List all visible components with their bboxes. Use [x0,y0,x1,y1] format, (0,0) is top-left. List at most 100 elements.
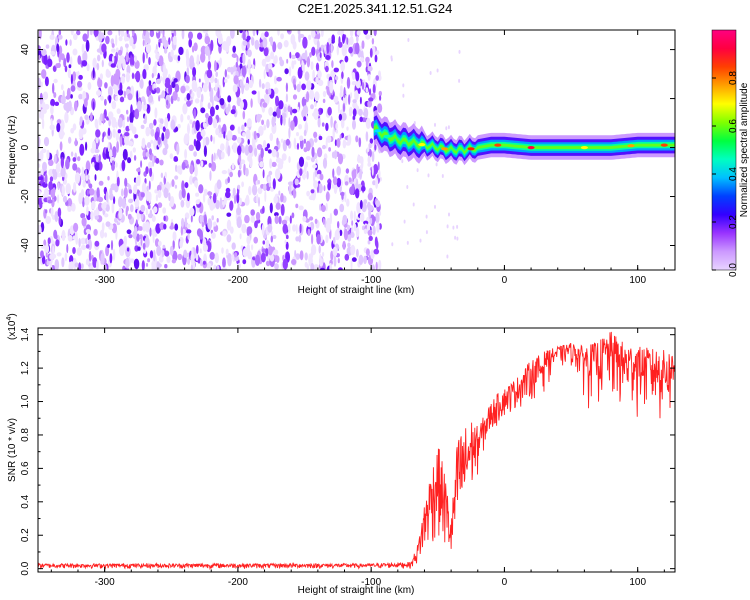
noise-speckle [193,108,197,119]
noise-speckle [269,186,275,192]
colorbar-label: Normalized spectral amplitude [739,82,750,217]
noise-speckle [229,226,234,234]
noise-speckle [151,215,156,222]
noise-speckle [237,169,241,178]
noise-speckle [42,161,47,172]
noise-speckle [55,162,61,174]
noise-speckle [86,206,89,216]
noise-speckle [53,78,58,84]
noise-speckle [54,259,60,270]
noise-speckle [81,217,87,227]
noise-speckle [294,178,299,186]
noise-speckle [407,38,410,42]
noise-speckle [153,119,157,126]
noise-speckle [215,199,220,210]
noise-speckle [148,193,152,204]
noise-speckle [325,191,330,202]
noise-speckle [331,60,334,69]
noise-speckle [77,80,83,88]
noise-speckle [164,143,169,150]
noise-speckle [321,122,325,127]
noise-speckle [282,223,288,234]
noise-speckle [337,30,342,36]
noise-speckle [115,95,119,102]
noise-speckle [148,94,154,103]
noise-speckle [148,180,151,190]
noise-speckle [363,228,368,235]
noise-speckle [153,249,156,262]
noise-speckle [85,175,89,182]
noise-speckle [94,240,100,247]
noise-speckle [169,201,173,207]
noise-speckle [278,190,281,196]
noise-speckle [159,118,164,125]
noise-speckle [285,234,289,240]
noise-speckle [366,147,370,153]
noise-speckle [86,63,90,72]
noise-speckle [119,135,123,148]
noise-speckle [256,114,263,119]
noise-speckle [113,196,116,205]
noise-speckle [198,184,204,194]
noise-speckle [56,119,62,125]
noise-speckle [153,206,158,214]
noise-speckle [165,128,170,140]
noise-speckle [110,63,117,68]
noise-speckle [202,244,208,252]
noise-speckle [61,84,64,91]
noise-speckle [196,54,200,66]
noise-speckle [325,122,329,132]
noise-speckle [91,161,95,167]
noise-speckle [261,223,265,236]
noise-speckle [96,187,100,198]
noise-speckle [90,210,94,221]
noise-speckle [61,229,66,242]
noise-speckle [49,176,54,182]
noise-speckle [266,119,270,129]
noise-speckle [348,177,352,183]
noise-speckle [406,185,409,189]
noise-speckle [148,84,153,92]
noise-speckle [74,172,81,185]
noise-speckle [448,212,450,217]
noise-speckle [58,53,61,63]
noise-speckle [158,123,163,130]
noise-speckle [136,208,141,221]
noise-speckle [342,33,345,44]
noise-speckle [189,55,194,67]
noise-speckle [188,31,193,40]
noise-speckle [264,146,269,152]
noise-speckle [111,43,115,48]
noise-speckle [342,141,346,148]
noise-speckle [45,252,48,258]
noise-speckle [165,77,171,86]
noise-speckle [180,85,186,94]
noise-speckle [302,216,307,222]
noise-speckle [65,39,68,46]
noise-speckle [170,49,174,58]
noise-speckle [406,240,409,245]
noise-speckle [78,93,83,100]
noise-speckle [57,62,61,68]
noise-speckle [140,124,145,129]
noise-speckle [342,214,348,225]
noise-speckle [306,91,310,103]
noise-speckle [367,192,373,201]
noise-speckle [186,223,191,229]
noise-speckle [127,213,132,220]
noise-speckle [197,32,203,40]
noise-speckle [81,43,85,54]
noise-speckle [296,132,299,137]
noise-speckle [327,106,332,116]
noise-speckle [239,233,242,240]
noise-speckle [310,61,314,70]
noise-speckle [320,30,324,37]
noise-speckle [346,77,351,89]
noise-speckle [356,202,361,214]
colorbar-gradient [712,30,736,270]
noise-speckle [149,227,152,237]
noise-speckle [292,108,298,114]
noise-speckle [211,96,214,109]
noise-speckle [45,44,50,49]
